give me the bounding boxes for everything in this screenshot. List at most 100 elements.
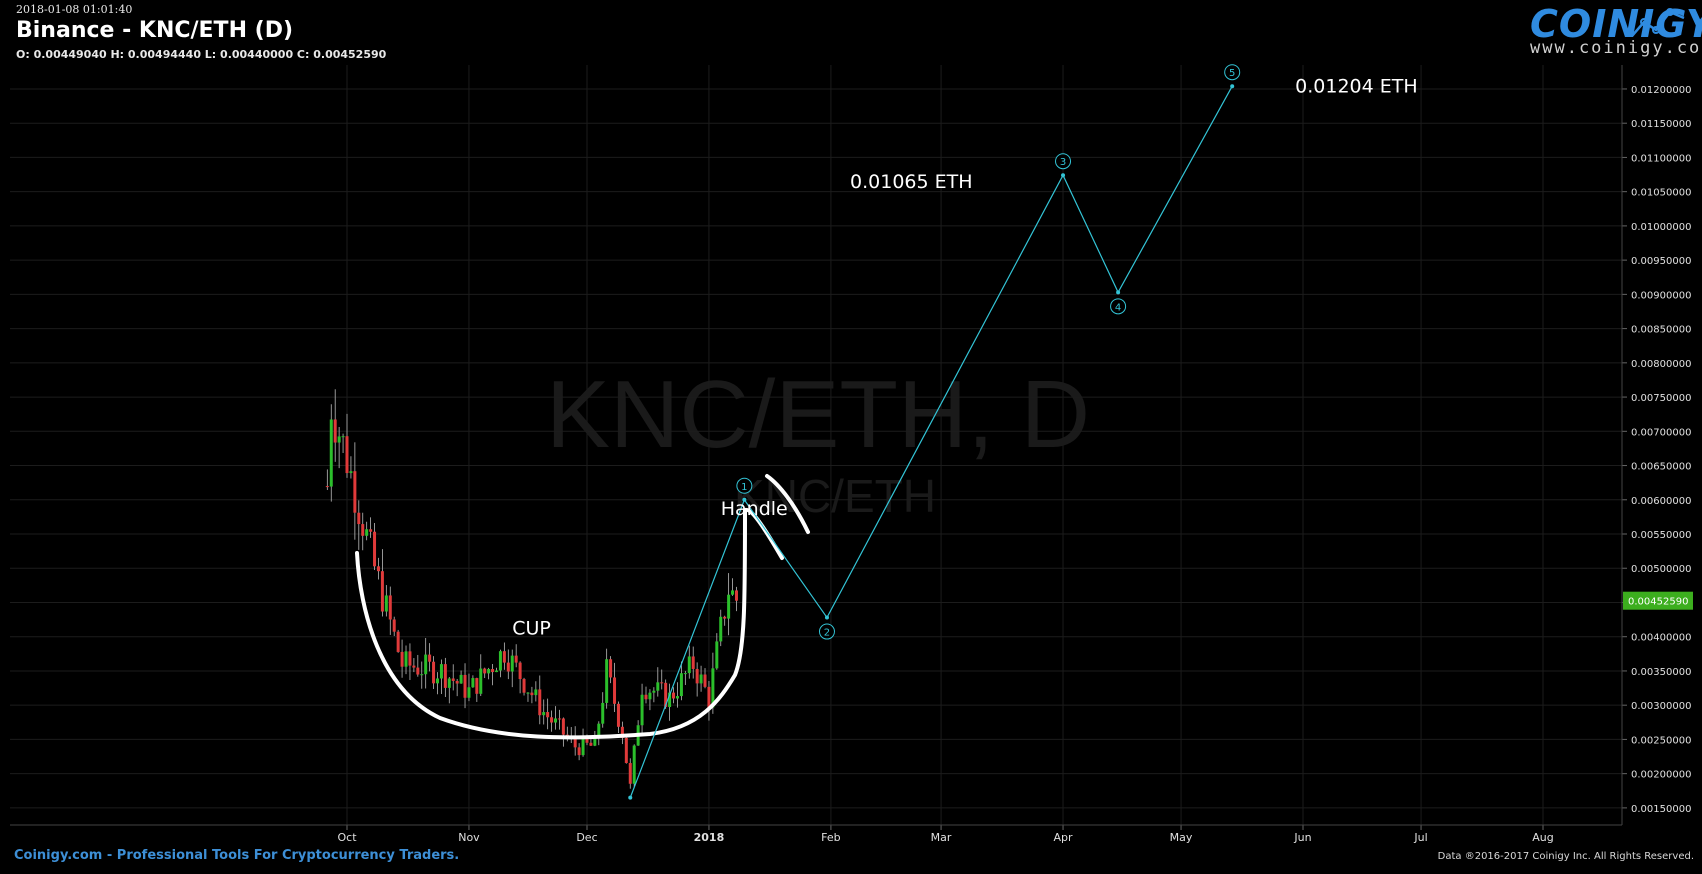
annotation-label: 0.01204 ETH	[1295, 75, 1418, 97]
candle-body	[487, 669, 491, 674]
wave-label: 3	[1060, 157, 1066, 168]
candle-body	[648, 692, 652, 700]
candle-body	[577, 747, 581, 756]
y-tick-label: 0.01000000	[1631, 222, 1691, 233]
candle-body	[443, 664, 447, 688]
wave-point	[1061, 173, 1066, 178]
candle-body	[435, 678, 439, 684]
candle-body	[380, 571, 384, 612]
y-tick-label: 0.00950000	[1631, 256, 1691, 267]
candle-body	[357, 512, 361, 525]
candle-body	[601, 702, 605, 724]
candle-body	[479, 668, 483, 694]
candle-body	[329, 419, 333, 487]
candle-body	[408, 651, 412, 666]
candle-body	[711, 668, 715, 708]
y-tick-label: 0.01200000	[1631, 85, 1691, 96]
footer-tagline-link[interactable]: Coinigy.com - Professional Tools For Cry…	[14, 848, 460, 863]
candle-body	[613, 677, 617, 704]
wave-label: 2	[824, 628, 830, 639]
candle-body	[644, 694, 648, 700]
wave-label-circle	[1110, 298, 1127, 315]
candle-body	[691, 656, 695, 669]
y-axis: 0.00150000 0.00200000 0.00250000 0.00300000…	[1622, 85, 1691, 815]
candle-body	[373, 531, 377, 567]
x-tick-label: Nov	[458, 831, 480, 844]
candle-body	[554, 718, 558, 723]
candle-body	[325, 486, 329, 488]
candle-body	[475, 678, 479, 694]
candle-body	[687, 656, 691, 674]
candle-body	[695, 668, 699, 684]
y-tick-label: 0.00550000	[1631, 530, 1691, 541]
candlestick-series	[325, 389, 738, 789]
candle-body	[668, 692, 672, 708]
candle-body	[416, 667, 420, 675]
candle-body	[589, 742, 593, 746]
candle-body	[683, 673, 687, 675]
candle-body	[573, 736, 577, 748]
candle-body	[620, 726, 624, 738]
y-tick-label: 0.00800000	[1631, 359, 1691, 370]
annotation-label: Handle	[721, 498, 788, 520]
x-tick-label: Mar	[931, 831, 952, 844]
grid	[10, 65, 1622, 825]
candle-body	[585, 736, 589, 743]
logo-url: www.coinigy.com	[1530, 38, 1702, 58]
handle-stroke	[765, 474, 810, 534]
candle-body	[581, 736, 585, 756]
candle-body	[624, 737, 628, 764]
candle-body	[384, 595, 388, 612]
wave-line	[629, 85, 1233, 798]
candle-body	[656, 682, 660, 691]
candle-body	[432, 661, 436, 684]
elliott-wave: 1 2 3 4 5	[628, 64, 1241, 800]
candle-body	[672, 692, 676, 699]
candle-body	[498, 651, 502, 671]
y-tick-label: 0.00400000	[1631, 633, 1691, 644]
candle-body	[605, 659, 609, 703]
y-tick-label: 0.00900000	[1631, 290, 1691, 301]
candle-body	[412, 665, 416, 668]
candle-body	[396, 631, 400, 652]
candle-body	[451, 678, 455, 681]
candle-body	[483, 668, 487, 674]
candle-body	[597, 723, 601, 738]
candle-body	[719, 616, 723, 642]
wave-point	[1230, 84, 1235, 89]
candle-body	[495, 670, 498, 673]
candle-body	[723, 616, 727, 619]
candle-body	[675, 696, 679, 699]
candle-body	[628, 763, 632, 784]
x-tick-label: 2018	[694, 831, 725, 844]
candle-body	[664, 682, 668, 708]
candle-body	[652, 690, 656, 693]
candle-body	[679, 673, 683, 697]
candle-body	[514, 655, 518, 663]
candle-body	[534, 689, 538, 696]
price-tag-box	[1623, 591, 1693, 610]
logo-chart-icon	[1631, 8, 1685, 37]
coinigy-logo[interactable]: COINIGY www.coinigy.com	[1520, 2, 1702, 60]
y-tick-label: 0.00500000	[1631, 564, 1691, 575]
candle-body	[345, 436, 349, 474]
candle-body	[337, 436, 341, 443]
wave-point	[742, 497, 747, 502]
x-tick-label: Aug	[1532, 831, 1553, 844]
candle-body	[447, 678, 451, 688]
candle-body	[557, 718, 561, 720]
candle-body	[609, 659, 613, 678]
candle-body	[392, 619, 396, 632]
candle-body	[506, 662, 510, 672]
candle-body	[660, 682, 664, 684]
candle-body	[550, 717, 554, 723]
candle-body	[530, 692, 534, 696]
watermark: KNC/ETH, D	[546, 361, 1090, 468]
timestamp: 2018-01-08 01:01:40	[16, 3, 133, 16]
y-tick-label: 0.00850000	[1631, 325, 1691, 336]
candle-body	[365, 529, 369, 536]
last-price-tag: 0.00452590	[1623, 591, 1693, 610]
wave-point	[824, 615, 829, 620]
candle-body	[349, 471, 353, 474]
